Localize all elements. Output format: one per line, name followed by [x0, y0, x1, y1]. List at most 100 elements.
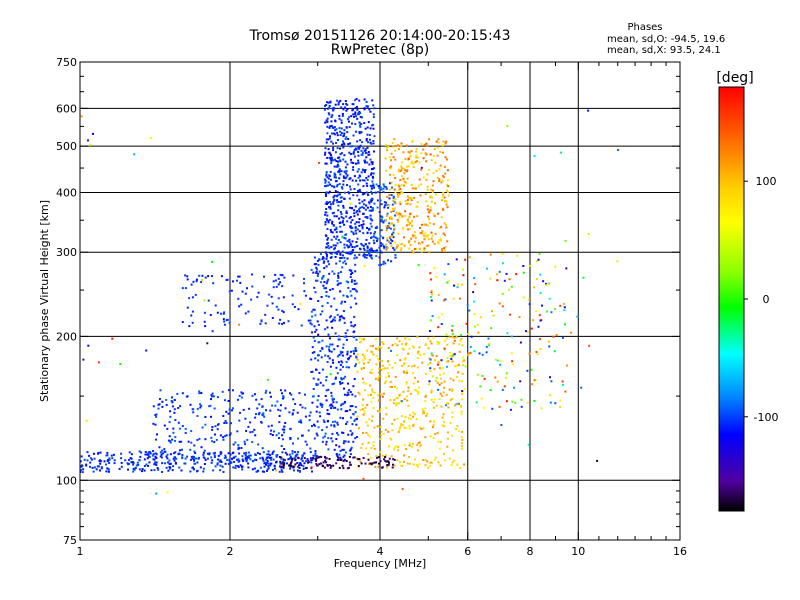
data-point	[361, 353, 364, 356]
data-point	[419, 443, 422, 446]
data-point	[332, 132, 335, 135]
data-point	[272, 450, 275, 453]
data-point	[445, 189, 448, 192]
data-point	[339, 99, 342, 102]
data-point	[422, 234, 425, 237]
data-point	[395, 247, 398, 250]
data-point	[213, 441, 216, 444]
data-point	[271, 317, 274, 319]
data-point	[98, 460, 101, 463]
data-point	[354, 405, 357, 408]
data-point	[340, 302, 343, 305]
data-point	[388, 226, 391, 229]
data-point	[342, 431, 345, 434]
data-point	[184, 427, 187, 430]
data-point	[176, 393, 179, 395]
data-point	[409, 417, 412, 420]
data-point	[406, 165, 409, 168]
data-point	[354, 99, 357, 102]
data-point	[214, 433, 216, 436]
data-point	[103, 460, 106, 463]
data-point	[309, 297, 312, 300]
data-point	[382, 343, 385, 345]
data-point	[237, 398, 239, 401]
data-point	[434, 456, 437, 459]
data-point	[582, 276, 585, 279]
data-point	[336, 99, 339, 102]
data-point	[216, 423, 219, 426]
data-point	[165, 398, 168, 401]
data-point	[414, 231, 416, 234]
data-point	[333, 172, 336, 175]
data-point	[458, 430, 461, 433]
data-point	[319, 402, 322, 405]
data-point	[323, 421, 326, 423]
data-point	[337, 201, 340, 203]
data-point	[460, 410, 463, 413]
data-point	[356, 117, 359, 120]
data-point	[330, 238, 333, 241]
data-point	[327, 221, 330, 224]
data-point	[410, 150, 413, 153]
data-point	[340, 257, 343, 259]
data-point	[324, 147, 327, 150]
data-point	[322, 461, 325, 464]
data-point	[353, 378, 356, 380]
data-point	[169, 462, 172, 465]
data-point	[350, 321, 353, 324]
data-point	[143, 469, 146, 472]
data-point	[391, 240, 394, 242]
data-point	[509, 313, 511, 316]
data-point	[342, 460, 345, 462]
data-point	[408, 223, 411, 226]
data-point	[128, 458, 131, 461]
data-point	[388, 197, 391, 200]
data-point	[282, 321, 285, 324]
data-point	[280, 456, 283, 459]
data-point	[444, 234, 446, 237]
data-point	[349, 202, 352, 205]
data-point	[132, 463, 135, 466]
data-point	[329, 171, 332, 173]
data-point	[365, 105, 368, 107]
data-point	[404, 158, 407, 161]
data-point	[160, 453, 163, 456]
data-point	[145, 463, 148, 466]
data-point	[181, 425, 184, 427]
data-point	[414, 240, 416, 243]
data-point	[459, 466, 462, 469]
data-point	[362, 338, 365, 341]
data-point	[173, 452, 176, 455]
data-point	[327, 437, 330, 440]
data-point	[259, 322, 262, 325]
data-point	[190, 455, 193, 458]
data-point	[354, 123, 357, 126]
data-point	[379, 199, 382, 202]
data-point	[325, 440, 328, 443]
data-point	[148, 456, 151, 458]
data-point	[327, 244, 330, 247]
data-point	[232, 389, 234, 392]
data-point	[290, 464, 292, 467]
data-point	[400, 423, 403, 426]
data-point	[333, 272, 336, 275]
data-point	[368, 209, 371, 212]
data-point	[446, 437, 449, 440]
data-point	[316, 383, 319, 386]
data-point	[289, 438, 292, 440]
data-point	[99, 451, 102, 454]
data-point	[506, 332, 509, 335]
data-point	[336, 372, 339, 375]
data-point	[222, 312, 225, 315]
data-point	[357, 154, 360, 157]
data-point	[344, 410, 347, 413]
data-point	[330, 350, 333, 353]
data-point	[443, 453, 445, 455]
data-point	[337, 160, 339, 163]
data-point	[130, 453, 133, 456]
data-point	[210, 461, 213, 464]
data-point	[440, 377, 443, 380]
data-point	[331, 399, 334, 402]
